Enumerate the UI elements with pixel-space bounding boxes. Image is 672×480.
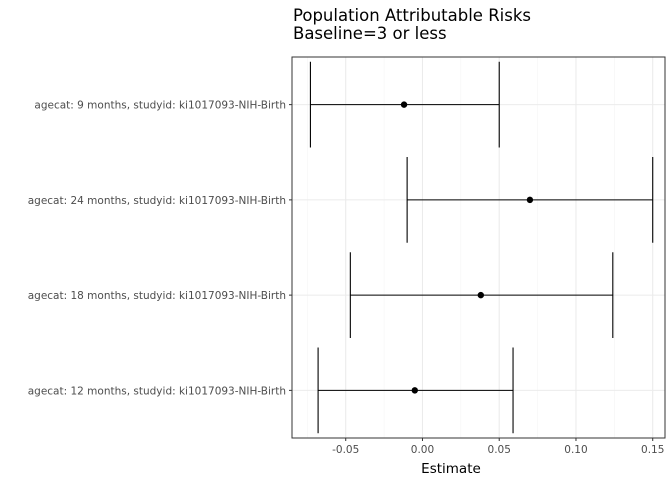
x-axis: -0.05 0.00 0.05 0.10 0.15 <box>332 438 664 456</box>
chart-title: Population Attributable Risks <box>293 6 531 25</box>
x-tick-label: -0.05 <box>332 444 359 456</box>
chart-subtitle: Baseline=3 or less <box>293 24 447 43</box>
panel-border <box>291 56 666 439</box>
y-tick-label: agecat: 12 months, studyid: ki1017093-NI… <box>28 385 286 397</box>
x-tick-label: 0.00 <box>411 444 434 456</box>
x-axis-title: Estimate <box>421 461 481 477</box>
chart-marks <box>309 61 654 434</box>
x-tick-label: 0.05 <box>488 444 511 456</box>
estimate-point <box>411 387 418 394</box>
x-tick-label: 0.10 <box>564 444 587 456</box>
y-tick-label: agecat: 18 months, studyid: ki1017093-NI… <box>28 290 286 302</box>
estimate-point <box>526 196 534 204</box>
estimate-point <box>400 101 408 108</box>
y-axis: agecat: 9 months, studyid: ki1017093-NIH… <box>28 100 292 397</box>
estimate-point <box>477 291 485 299</box>
y-tick-label: agecat: 9 months, studyid: ki1017093-NIH… <box>34 100 286 112</box>
x-tick-label: 0.15 <box>641 444 664 456</box>
grid-lines <box>292 57 665 438</box>
y-tick-label: agecat: 24 months, studyid: ki1017093-NI… <box>28 195 286 207</box>
